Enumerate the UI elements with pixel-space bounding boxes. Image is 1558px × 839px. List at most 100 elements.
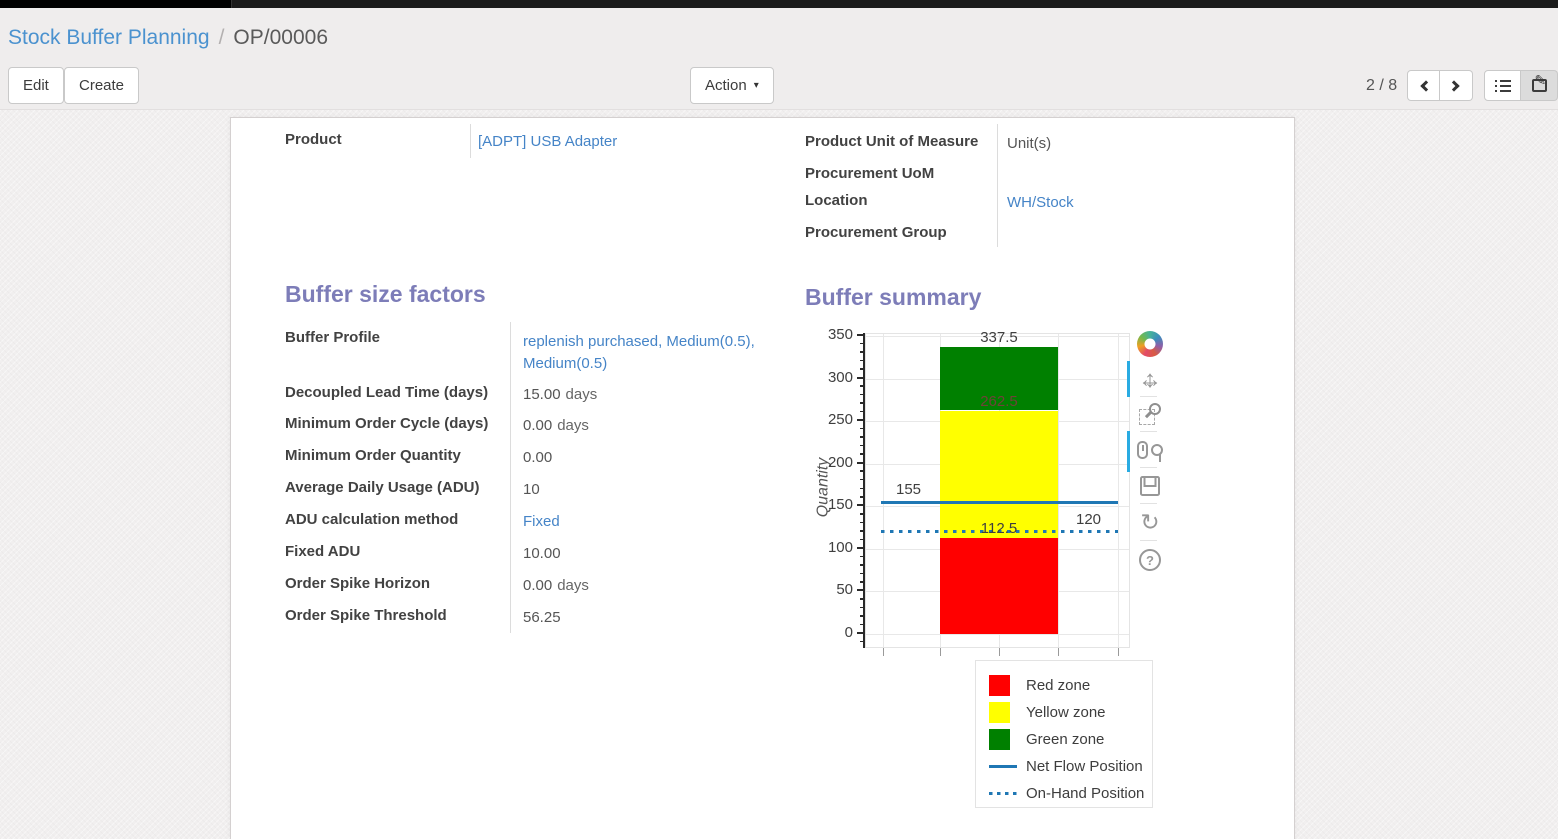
- legend-swatch-red-zone: [989, 675, 1010, 696]
- chart-line-label: 120: [1076, 510, 1102, 528]
- breadcrumb: Stock Buffer Planning / OP/00006: [8, 26, 328, 50]
- chart-horizontal-gridline: [866, 634, 1129, 635]
- y-minor-tick-mark: [860, 530, 864, 532]
- column-separator: [470, 124, 471, 158]
- y-minor-tick-mark: [860, 427, 864, 430]
- action-button-label: Action: [705, 77, 747, 94]
- chart-plot: 112.5 262.5 337.5 155 120: [865, 329, 1130, 656]
- field-value-fixed-adu: 10.00: [523, 545, 561, 562]
- breadcrumb-parent-link[interactable]: Stock Buffer Planning: [8, 26, 210, 49]
- legend-item-on-hand-position: On-Hand Position: [976, 780, 1152, 807]
- legend-label: Net Flow Position: [1026, 758, 1143, 775]
- field-label-adu-method: ADU calculation method: [285, 511, 459, 528]
- y-tick-label: 350: [827, 326, 853, 343]
- legend-item-net-flow-position: Net Flow Position: [976, 753, 1152, 780]
- buffer-summary-chart: Quantity 112.5 262.5 337.5 155 120 0 50 100 150…: [805, 325, 1190, 670]
- y-tick-label: 300: [827, 368, 853, 386]
- y-minor-tick-mark: [860, 385, 864, 387]
- field-value-order-spike-threshold: 56.25: [523, 609, 561, 626]
- chart-zone-boundary-label: 262.5: [980, 392, 1018, 410]
- field-value-product-link[interactable]: [ADPT] USB Adapter: [478, 133, 618, 150]
- field-label-buffer-profile: Buffer Profile: [285, 329, 381, 346]
- y-minor-tick-mark: [860, 513, 864, 515]
- pan-tool-button[interactable]: ↔ ↕: [1135, 365, 1165, 395]
- legend-item-green-zone: Green zone: [976, 726, 1152, 753]
- field-label-procurement-uom: Procurement UoM: [805, 165, 935, 182]
- y-minor-tick-mark: [860, 470, 864, 472]
- legend-swatch-green-zone: [989, 729, 1010, 750]
- edit-button[interactable]: Edit: [8, 67, 64, 104]
- reset-tool-button[interactable]: ↻: [1135, 507, 1165, 537]
- hover-tool-button[interactable]: [1135, 435, 1165, 465]
- y-minor-tick-mark: [860, 410, 864, 413]
- column-separator: [510, 322, 511, 633]
- field-value-number: 0.00: [523, 577, 553, 594]
- box-zoom-tool-button[interactable]: [1135, 399, 1165, 429]
- pan-horizontal-glyph: ↔: [1138, 366, 1162, 393]
- y-tick-mark: [857, 589, 864, 592]
- help-tool-button[interactable]: ?: [1135, 545, 1165, 575]
- y-tick-mark: [857, 504, 864, 507]
- y-minor-tick-mark: [860, 444, 864, 447]
- y-minor-tick-mark: [860, 402, 864, 404]
- y-minor-tick-mark: [860, 615, 864, 617]
- pager-nav: [1407, 70, 1473, 101]
- y-minor-tick-mark: [860, 521, 864, 524]
- y-minor-tick-mark: [860, 342, 864, 345]
- chart-vertical-gridline: [1118, 334, 1119, 647]
- toolbar-divider: [1140, 503, 1157, 504]
- field-value-location-link[interactable]: WH/Stock: [1007, 194, 1074, 211]
- section-heading-buffer-size-factors: Buffer size factors: [285, 281, 486, 307]
- view-list-button[interactable]: [1484, 70, 1521, 101]
- pager-prev-button[interactable]: [1407, 70, 1440, 101]
- field-value-adu-method-link[interactable]: Fixed: [523, 513, 560, 530]
- view-form-button[interactable]: ✎: [1521, 70, 1558, 101]
- field-value-product-uom: Unit(s): [1007, 135, 1052, 152]
- field-label-product-uom: Product Unit of Measure: [805, 133, 979, 150]
- breadcrumb-separator: /: [218, 26, 225, 49]
- field-label-location: Location: [805, 192, 868, 209]
- legend-swatch-on-hand-line: [989, 792, 1017, 795]
- column-separator: [997, 124, 998, 247]
- toolbar-divider: [1140, 467, 1157, 468]
- field-label-product: Product: [285, 131, 342, 148]
- chart-zone-yellow-zone: [940, 410, 1058, 539]
- legend-label: On-Hand Position: [1026, 785, 1145, 802]
- hover-icon: [1137, 441, 1163, 462]
- legend-label: Yellow zone: [1026, 704, 1106, 721]
- field-suffix-days: days: [565, 386, 598, 403]
- chart-zone-boundary-label: 337.5: [980, 328, 1018, 346]
- control-panel: Stock Buffer Planning / OP/00006 Edit Crea…: [0, 8, 1558, 110]
- field-label-order-spike-threshold: Order Spike Threshold: [285, 607, 447, 624]
- box-zoom-icon: [1139, 403, 1161, 425]
- bokeh-logo-icon: [1137, 331, 1163, 357]
- chart-vertical-gridline: [883, 334, 884, 647]
- y-minor-tick-mark: [860, 640, 864, 643]
- legend-item-red-zone: Red zone: [976, 672, 1152, 699]
- form-edit-icon: ✎: [1531, 72, 1547, 92]
- toolbar-divider: [1140, 540, 1157, 541]
- bokeh-logo[interactable]: [1135, 329, 1165, 359]
- chart-zone-boundary-label: 112.5: [980, 520, 1018, 538]
- top-menu-bar-segment: [0, 0, 232, 8]
- chevron-down-icon: ▾: [753, 80, 759, 91]
- x-tick-mark: [940, 648, 941, 656]
- y-tick-mark: [857, 546, 864, 549]
- section-heading-buffer-summary: Buffer summary: [805, 284, 982, 310]
- y-minor-tick-mark: [860, 487, 864, 489]
- x-tick-mark: [1058, 648, 1059, 656]
- y-tick-label: 100: [827, 538, 853, 556]
- chart-line-net-flow-position: [881, 500, 1118, 504]
- help-icon: ?: [1139, 549, 1161, 571]
- y-minor-tick-mark: [860, 564, 864, 566]
- field-value-buffer-profile-link[interactable]: replenish purchased, Medium(0.5), Medium…: [523, 333, 755, 372]
- action-button[interactable]: Action ▾: [690, 67, 774, 104]
- reset-icon: ↻: [1140, 508, 1160, 535]
- pager-next-button[interactable]: [1440, 70, 1473, 101]
- y-minor-tick-mark: [860, 623, 864, 626]
- field-suffix-days: days: [557, 417, 589, 434]
- create-button[interactable]: Create: [64, 67, 140, 104]
- field-label-min-order-cycle: Minimum Order Cycle (days): [285, 415, 489, 432]
- save-tool-button[interactable]: [1135, 471, 1165, 501]
- hover-tooltip-glyph: [1137, 441, 1148, 459]
